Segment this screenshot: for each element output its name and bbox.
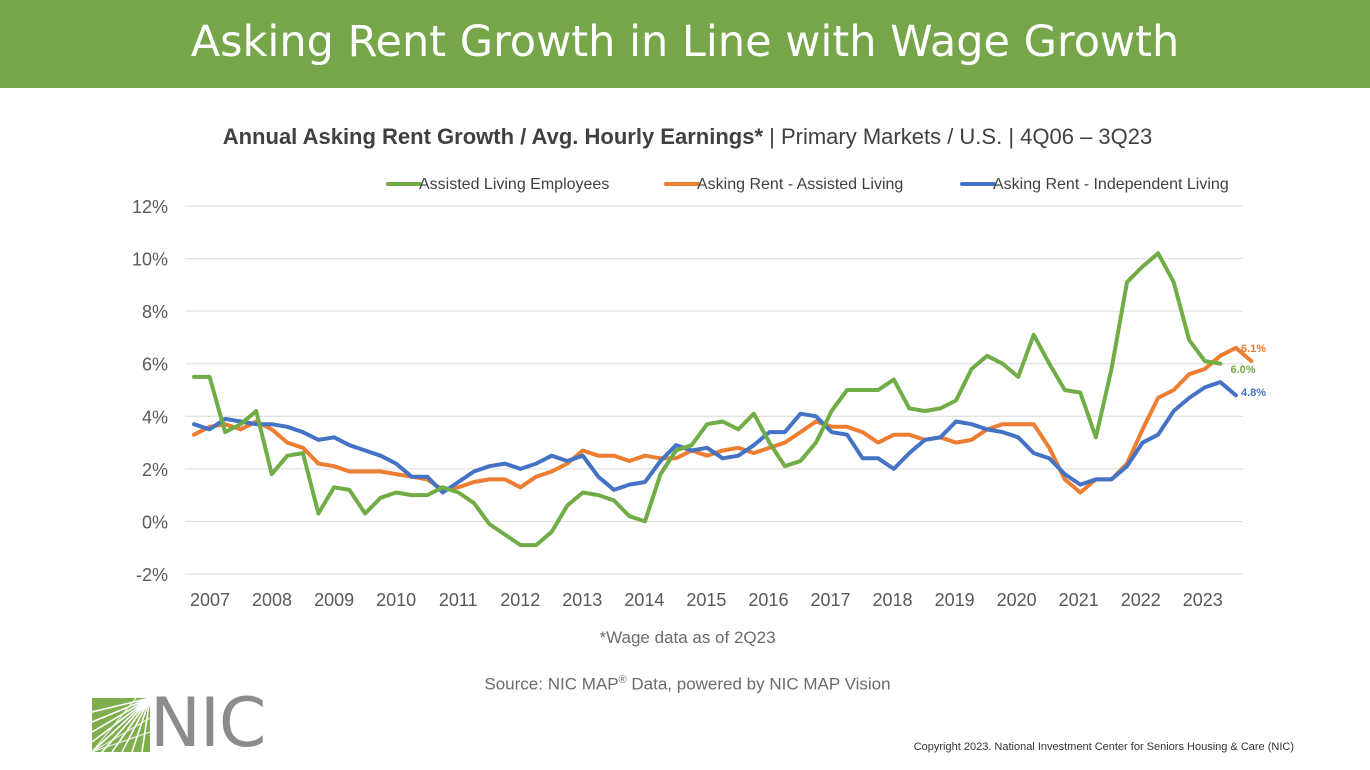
legend-label: Assisted Living Employees <box>419 176 609 193</box>
chart-title: Annual Asking Rent Growth / Avg. Hourly … <box>0 124 1370 150</box>
x-tick-label: 2012 <box>500 590 540 610</box>
nic-logo-text: NIC <box>150 684 266 763</box>
x-tick-label: 2018 <box>873 590 913 610</box>
x-tick-label: 2017 <box>810 590 850 610</box>
x-tick-label: 2016 <box>748 590 788 610</box>
nic-logo-mark-icon <box>92 698 150 752</box>
y-tick-label: 0% <box>142 512 168 532</box>
x-tick-label: 2007 <box>190 590 230 610</box>
legend-label: Asking Rent - Independent Living <box>993 176 1229 193</box>
end-labels: 6.0% 6.1% 4.8% <box>1230 343 1266 399</box>
x-tick-label: 2014 <box>624 590 664 610</box>
source-note: Source: NIC MAP® Data, powered by NIC MA… <box>0 674 1370 695</box>
x-tick-label: 2015 <box>686 590 726 610</box>
chart-title-rest: | Primary Markets / U.S. | 4Q06 – 3Q23 <box>763 124 1153 149</box>
series-line <box>192 251 1223 548</box>
x-tick-label: 2009 <box>314 590 354 610</box>
chart-title-main: Annual Asking Rent Growth / Avg. Hourly … <box>222 124 764 149</box>
y-tick-label: 12% <box>132 197 168 217</box>
source-text-rest: Data, powered by NIC MAP Vision <box>626 674 891 694</box>
end-label: 4.8% <box>1241 387 1266 399</box>
x-tick-label: 2019 <box>935 590 975 610</box>
end-label: 6.1% <box>1241 343 1266 355</box>
x-tick-label: 2022 <box>1121 590 1161 610</box>
x-tick-label: 2008 <box>252 590 292 610</box>
y-axis-ticks: -2% 0% 2% 4% 6% 8% 10% 12% <box>132 197 168 585</box>
x-axis-ticks: 2007 2008 2009 2010 2011 2012 2013 2014 2015 2016… <box>190 590 1223 610</box>
x-tick-label: 2013 <box>562 590 602 610</box>
y-tick-label: -2% <box>136 565 168 585</box>
y-tick-label: 10% <box>132 250 168 270</box>
footnote: *Wage data as of 2Q23 <box>599 628 776 647</box>
y-tick-label: 2% <box>142 460 168 480</box>
series-lines <box>192 251 1254 548</box>
line-chart: Assisted Living Employees Asking Rent - A… <box>132 176 1266 610</box>
x-tick-label: 2010 <box>376 590 416 610</box>
gridlines <box>185 205 1243 575</box>
x-tick-label: 2023 <box>1183 590 1223 610</box>
copyright: Copyright 2023. National Investment Cent… <box>913 741 1294 753</box>
y-tick-label: 6% <box>142 355 168 375</box>
x-tick-label: 2011 <box>439 590 478 610</box>
end-label: 6.0% <box>1230 364 1255 376</box>
x-tick-label: 2020 <box>997 590 1037 610</box>
legend-label: Asking Rent - Assisted Living <box>697 176 903 193</box>
series-line <box>192 380 1238 495</box>
source-registered-mark: ® <box>618 674 627 686</box>
title-banner <box>0 0 1370 88</box>
source-text: Source: NIC MAP <box>484 674 619 694</box>
x-tick-label: 2021 <box>1059 590 1099 610</box>
legend: Assisted Living Employees Asking Rent - A… <box>386 176 1229 193</box>
series-line <box>192 345 1254 495</box>
slide-title: Asking Rent Growth in Line with Wage Gro… <box>190 17 1180 67</box>
y-tick-label: 4% <box>142 407 168 427</box>
y-tick-label: 8% <box>142 302 168 322</box>
